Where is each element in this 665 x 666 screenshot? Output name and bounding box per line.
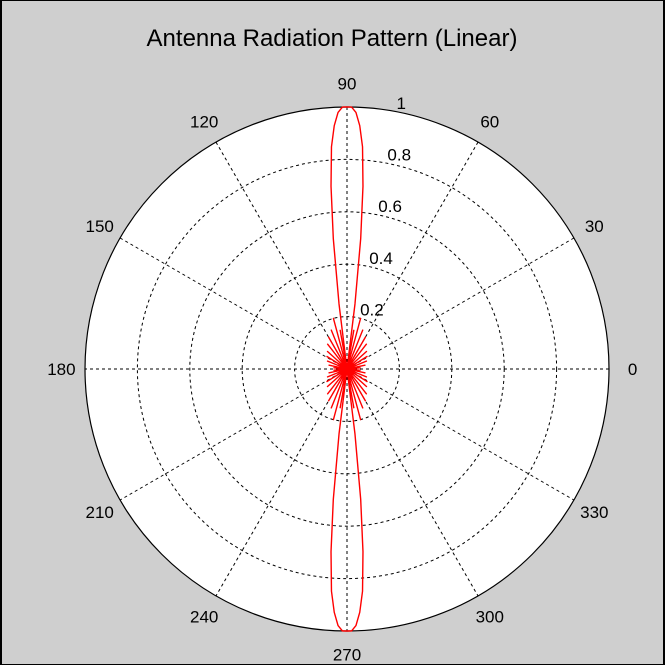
angle-tick-label: 30 <box>585 217 604 236</box>
angle-tick-label: 150 <box>85 217 113 236</box>
ring-0.4 <box>241 263 453 475</box>
angle-tick-label: 270 <box>333 646 361 665</box>
angle-tick-label: 330 <box>580 503 608 522</box>
radial-tick-label: 0.2 <box>360 300 384 319</box>
angle-tick-label: 240 <box>190 607 218 626</box>
ring-0.2 <box>294 316 400 422</box>
series-line-0 <box>326 106 368 632</box>
radial-tick-label: 0.4 <box>369 249 393 268</box>
tick-labels: 0 30 60 90 120 150 180 210 240 270 300 330 0.2 0.4 0.6… <box>47 74 637 664</box>
angle-tick-label: 180 <box>47 360 75 379</box>
radial-tick-label: 0.8 <box>387 146 411 165</box>
polar-grid <box>85 107 609 631</box>
angle-tick-label: 120 <box>190 113 218 132</box>
angle-tick-label: 210 <box>85 503 113 522</box>
angle-tick-label: 90 <box>338 74 357 93</box>
radial-tick-label: 1 <box>396 94 405 113</box>
angle-tick-label: 0 <box>628 360 637 379</box>
ring-0.6 <box>189 211 505 527</box>
ring-0.8 <box>136 158 558 580</box>
chart-title: Antenna Radiation Pattern (Linear) <box>147 25 518 52</box>
series-layer <box>326 106 368 632</box>
radial-tick-label: 0.6 <box>378 197 402 216</box>
angle-tick-label: 60 <box>480 113 499 132</box>
angle-tick-label: 300 <box>476 607 504 626</box>
